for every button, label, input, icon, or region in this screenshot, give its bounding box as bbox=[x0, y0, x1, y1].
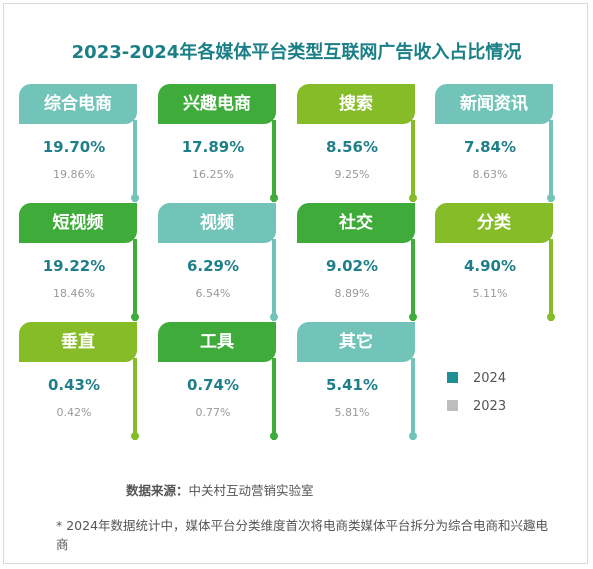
platform-card: 兴趣电商 17.89% 16.25% bbox=[158, 84, 278, 204]
value-2023: 16.25% bbox=[192, 168, 234, 181]
legend-swatch-2023 bbox=[447, 400, 458, 411]
card-dot bbox=[547, 194, 555, 202]
value-2024: 7.84% bbox=[463, 138, 517, 156]
platform-label: 垂直 bbox=[19, 322, 137, 362]
card-dot bbox=[270, 432, 278, 440]
value-2024: 19.70% bbox=[42, 138, 106, 156]
value-2023: 6.54% bbox=[195, 287, 231, 300]
platform-card: 新闻资讯 7.84% 8.63% bbox=[435, 84, 555, 204]
card-stem bbox=[549, 239, 553, 321]
chart-title: 2023-2024年各媒体平台类型互联网广告收入占比情况 bbox=[71, 42, 522, 63]
legend-label-2023: 2023 bbox=[473, 399, 507, 414]
legend-item-2024: 2024 bbox=[447, 371, 506, 386]
value-2024: 0.74% bbox=[186, 376, 240, 394]
platform-label: 工具 bbox=[158, 322, 276, 362]
platform-card: 综合电商 19.70% 19.86% bbox=[19, 84, 139, 204]
card-dot bbox=[270, 194, 278, 202]
platform-card: 视频 6.29% 6.54% bbox=[158, 203, 278, 323]
platform-label: 短视频 bbox=[19, 203, 137, 243]
platform-label: 兴趣电商 bbox=[158, 84, 276, 124]
platform-label: 社交 bbox=[297, 203, 415, 243]
source-value: 中关村互动营销实验室 bbox=[188, 483, 314, 498]
card-dot bbox=[270, 313, 278, 321]
platform-card: 分类 4.90% 5.11% bbox=[435, 203, 555, 323]
value-2024: 17.89% bbox=[181, 138, 245, 156]
platform-label: 分类 bbox=[435, 203, 553, 243]
card-stem bbox=[549, 120, 553, 202]
legend-swatch-2024 bbox=[447, 372, 458, 383]
value-2024: 4.90% bbox=[463, 257, 517, 275]
card-dot bbox=[409, 313, 417, 321]
platform-card: 搜索 8.56% 9.25% bbox=[297, 84, 417, 204]
value-2023: 0.42% bbox=[56, 406, 92, 419]
card-stem bbox=[272, 358, 276, 440]
card-stem bbox=[272, 120, 276, 202]
card-stem bbox=[133, 239, 137, 321]
platform-label: 新闻资讯 bbox=[435, 84, 553, 124]
platform-card: 垂直 0.43% 0.42% bbox=[19, 322, 139, 442]
card-dot bbox=[409, 194, 417, 202]
card-stem bbox=[411, 120, 415, 202]
card-dot bbox=[131, 313, 139, 321]
card-stem bbox=[272, 239, 276, 321]
figure-frame bbox=[3, 3, 588, 564]
card-stem bbox=[133, 358, 137, 440]
source-label: 数据来源： bbox=[126, 483, 189, 498]
platform-card: 其它 5.41% 5.81% bbox=[297, 322, 417, 442]
card-dot bbox=[131, 432, 139, 440]
card-stem bbox=[411, 358, 415, 440]
platform-label: 综合电商 bbox=[19, 84, 137, 124]
card-dot bbox=[409, 432, 417, 440]
card-dot bbox=[131, 194, 139, 202]
value-2024: 0.43% bbox=[47, 376, 101, 394]
value-2024: 6.29% bbox=[186, 257, 240, 275]
card-stem bbox=[133, 120, 137, 202]
platform-label: 视频 bbox=[158, 203, 276, 243]
value-2023: 0.77% bbox=[195, 406, 231, 419]
legend-item-2023: 2023 bbox=[447, 399, 506, 414]
value-2024: 8.56% bbox=[325, 138, 379, 156]
value-2024: 9.02% bbox=[325, 257, 379, 275]
card-dot bbox=[547, 313, 555, 321]
platform-label: 搜索 bbox=[297, 84, 415, 124]
value-2023: 19.86% bbox=[53, 168, 95, 181]
value-2023: 8.63% bbox=[472, 168, 508, 181]
footnote: * 2024年数据统计中，媒体平台分类维度首次将电商类媒体平台拆分为综合电商和兴… bbox=[56, 518, 549, 552]
value-2023: 9.25% bbox=[334, 168, 370, 181]
value-2024: 19.22% bbox=[42, 257, 106, 275]
legend-label-2024: 2024 bbox=[473, 371, 507, 386]
value-2023: 5.81% bbox=[334, 406, 370, 419]
platform-card: 短视频 19.22% 18.46% bbox=[19, 203, 139, 323]
value-2023: 18.46% bbox=[53, 287, 95, 300]
card-stem bbox=[411, 239, 415, 321]
platform-label: 其它 bbox=[297, 322, 415, 362]
platform-card: 工具 0.74% 0.77% bbox=[158, 322, 278, 442]
data-source: 数据来源：中关村互动营销实验室 bbox=[126, 480, 314, 499]
value-2023: 5.11% bbox=[472, 287, 508, 300]
value-2024: 5.41% bbox=[325, 376, 379, 394]
value-2023: 8.89% bbox=[334, 287, 370, 300]
platform-card: 社交 9.02% 8.89% bbox=[297, 203, 417, 323]
